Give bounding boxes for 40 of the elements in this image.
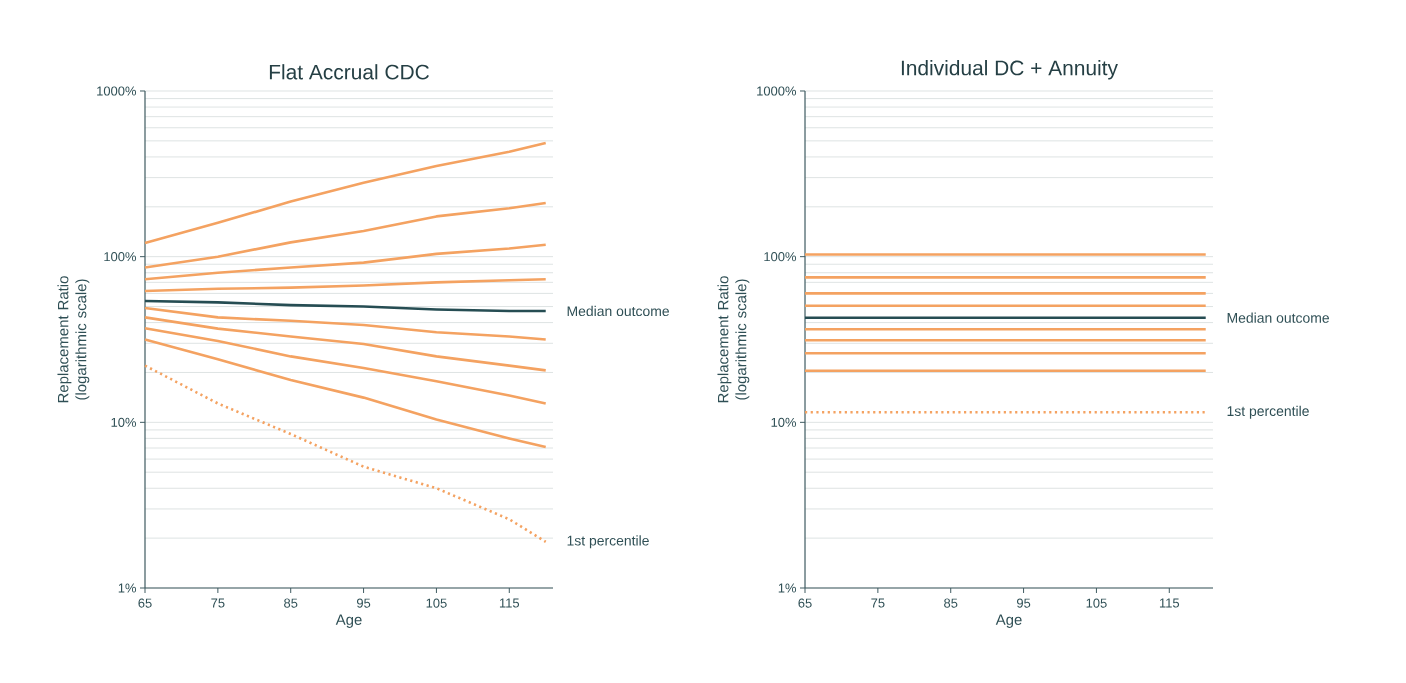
line-series: [143, 141, 548, 245]
x-tick-label: 65: [138, 598, 152, 608]
x-tick-label: 115: [1159, 598, 1180, 608]
x-tick-label: 65: [798, 598, 812, 608]
text: 1st percentile: [1227, 405, 1309, 419]
line-series: [143, 306, 548, 341]
chart-title: Flat Accrual CDC: [269, 64, 429, 80]
y-tick-label: 100%: [104, 252, 137, 262]
line-series: [143, 316, 548, 372]
x-tick-label: 105: [1086, 598, 1107, 608]
y-tick-label: 1000%: [757, 86, 797, 96]
y-axis-title: Replacement Ratio (logarithmic scale): [717, 276, 750, 403]
x-tick-label: 85: [284, 598, 298, 608]
y-tick-label: 100%: [764, 252, 797, 262]
text: Median outcome: [1227, 312, 1329, 323]
text: Median outcome: [567, 305, 669, 317]
line-series: [143, 201, 548, 269]
chart-title: Individual DC + Annuity: [901, 60, 1118, 80]
y-tick-label: 1%: [778, 583, 797, 593]
line-series: [143, 326, 548, 405]
x-tick-label: 95: [356, 598, 371, 608]
x-axis-title: Age: [995, 614, 1022, 628]
line-series: [143, 338, 548, 449]
x-tick-label: 105: [426, 598, 447, 608]
y-tick-label: 10%: [111, 417, 137, 427]
y-axis-title: Replacement Ratio (logarithmic scale): [57, 276, 90, 403]
line-series: [143, 364, 548, 544]
line-series: [143, 278, 548, 293]
x-tick-label: 75: [871, 598, 885, 608]
y-tick-label: 1%: [118, 583, 137, 593]
line-series: [143, 243, 548, 281]
x-tick-label: 75: [211, 598, 225, 608]
x-axis-title: Age: [335, 614, 362, 628]
x-tick-label: 85: [944, 598, 958, 608]
y-tick-label: 1000%: [97, 86, 137, 96]
x-tick-label: 115: [499, 598, 520, 608]
x-tick-label: 95: [1016, 598, 1031, 608]
line-series: [143, 299, 548, 313]
y-tick-label: 10%: [771, 417, 797, 427]
text: 1st percentile: [567, 535, 649, 549]
